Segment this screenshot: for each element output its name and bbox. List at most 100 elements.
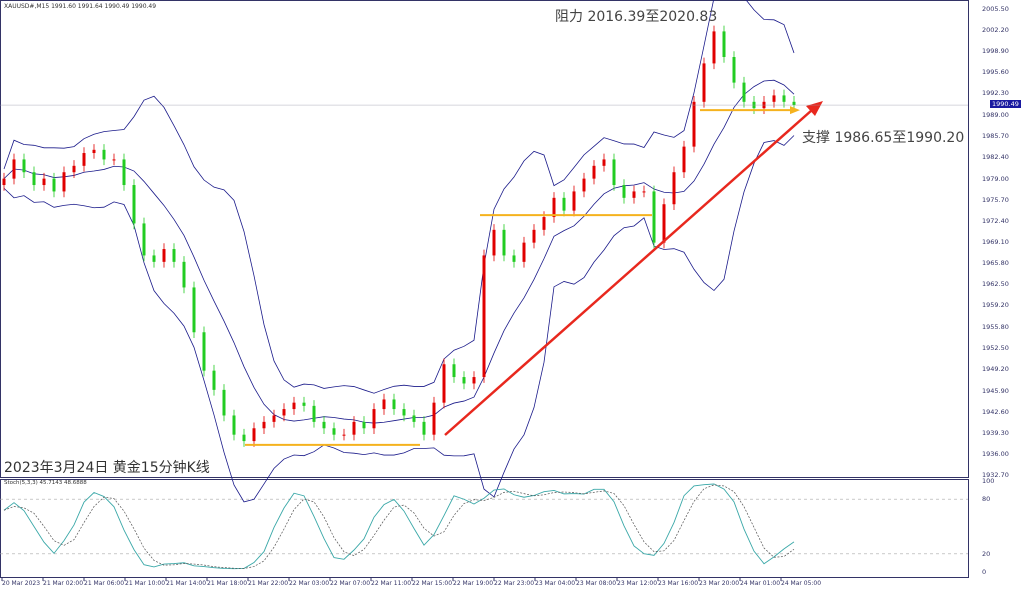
candle-body — [242, 434, 246, 442]
candle-body — [22, 159, 26, 173]
candle-body — [382, 399, 386, 410]
candle-body — [732, 57, 736, 83]
candle-body — [422, 421, 426, 435]
candle-body — [502, 229, 506, 256]
candle-body — [352, 421, 356, 435]
candle-body — [32, 172, 36, 186]
candle-body — [202, 332, 206, 371]
candle-body — [342, 434, 346, 436]
stoch-pane-frame — [0, 479, 969, 578]
candle-body — [562, 197, 566, 211]
candle-body — [682, 146, 686, 173]
support-arrowhead — [790, 106, 800, 115]
stoch-tick-label: 100 — [982, 477, 995, 485]
candle-body — [182, 261, 186, 288]
candle-body — [622, 185, 626, 198]
candle-body — [702, 63, 706, 102]
x-tick-label: 24 Mar 01:00 — [740, 580, 781, 587]
bollinger-upper — [3, 0, 795, 394]
candle-body — [252, 428, 256, 442]
y-tick-label: 2005.50 — [982, 5, 1009, 13]
candle-body — [262, 421, 266, 429]
support-annotation: 支撑 1986.65至1990.20 — [802, 130, 965, 146]
x-tick-label: 20 Mar 2023 — [2, 580, 41, 587]
candle-body — [482, 255, 486, 378]
candle-body — [102, 149, 106, 160]
x-tick-label: 22 Mar 23:00 — [494, 580, 535, 587]
candle-body — [162, 249, 166, 262]
x-tick-label: 22 Mar 03:00 — [289, 580, 330, 587]
y-tick-label: 1985.70 — [982, 131, 1009, 140]
candle-body — [742, 82, 746, 102]
candle-body — [652, 191, 656, 243]
y-tick-label: 1989.00 — [982, 110, 1009, 119]
candle-body — [692, 101, 696, 147]
x-tick-label: 22 Mar 19:00 — [453, 580, 494, 587]
candle-body — [172, 249, 176, 262]
bollinger-lower — [3, 135, 795, 503]
candle-body — [52, 178, 56, 192]
y-tick-label: 1949.20 — [982, 365, 1009, 374]
candle-body — [222, 389, 226, 416]
candle-body — [232, 415, 236, 435]
candle-body — [12, 159, 16, 179]
trend-arrowhead — [806, 101, 823, 116]
candle-body — [312, 405, 316, 422]
x-tick-label: 21 Mar 06:00 — [84, 580, 125, 587]
candle-body — [362, 421, 366, 429]
x-tick-label: 24 Mar 05:00 — [781, 580, 822, 587]
candle-body — [302, 402, 306, 406]
x-tick-label: 23 Mar 04:00 — [535, 580, 576, 587]
y-tick-label: 2002.20 — [982, 26, 1009, 35]
candle-body — [722, 31, 726, 58]
candle-body — [522, 242, 526, 262]
x-tick-label: 23 Mar 20:00 — [699, 580, 740, 587]
candle-body — [112, 159, 116, 161]
x-tick-label: 23 Mar 16:00 — [658, 580, 699, 587]
candle-body — [122, 159, 126, 186]
bollinger-middle — [3, 79, 795, 424]
main-pane-frame — [0, 0, 969, 478]
candle-body — [72, 165, 76, 173]
y-tick-label: 1955.80 — [982, 323, 1009, 332]
candle-body — [402, 409, 406, 416]
candle-body — [772, 95, 776, 102]
x-tick-label: 22 Mar 15:00 — [412, 580, 453, 587]
y-tick-label: 1945.90 — [982, 386, 1009, 395]
y-tick-label: 1959.20 — [982, 301, 1009, 310]
candle-body — [672, 172, 676, 205]
candle-body — [412, 415, 416, 422]
y-tick-label: 1932.70 — [982, 471, 1009, 479]
candle-body — [442, 364, 446, 403]
candle-body — [82, 153, 86, 166]
candle-body — [152, 255, 156, 262]
y-tick-label: 1972.40 — [982, 216, 1009, 225]
y-tick-label: 1969.10 — [982, 238, 1009, 246]
y-tick-label: 1992.30 — [982, 89, 1009, 98]
candle-body — [712, 31, 716, 64]
symbol-info: XAUUSD#,M15 1991.60 1991.64 1990.49 1990… — [4, 3, 157, 10]
candle-body — [462, 377, 466, 384]
candle-body — [372, 409, 376, 429]
candle-body — [492, 229, 496, 256]
x-tick-label: 21 Mar 10:00 — [125, 580, 166, 587]
y-tick-label: 1998.90 — [982, 47, 1009, 56]
candle-body — [92, 149, 96, 154]
candle-body — [782, 95, 786, 102]
y-tick-label: 1975.70 — [982, 195, 1009, 204]
candle-body — [292, 402, 296, 410]
x-tick-label: 22 Mar 11:00 — [371, 580, 412, 587]
stoch-label: Stoch(5,3,3) 45.7143 48.6888 — [4, 480, 87, 486]
current-price-label: 1990.49 — [990, 100, 1021, 108]
candle-body — [542, 217, 546, 230]
x-tick-label: 21 Mar 18:00 — [207, 580, 248, 587]
candle-body — [642, 191, 646, 193]
candle-body — [582, 178, 586, 192]
candle-body — [42, 178, 46, 186]
candle-body — [2, 178, 6, 186]
candle-body — [632, 191, 636, 198]
candle-body — [322, 421, 326, 429]
candle-body — [602, 159, 606, 166]
candle-body — [662, 204, 666, 243]
